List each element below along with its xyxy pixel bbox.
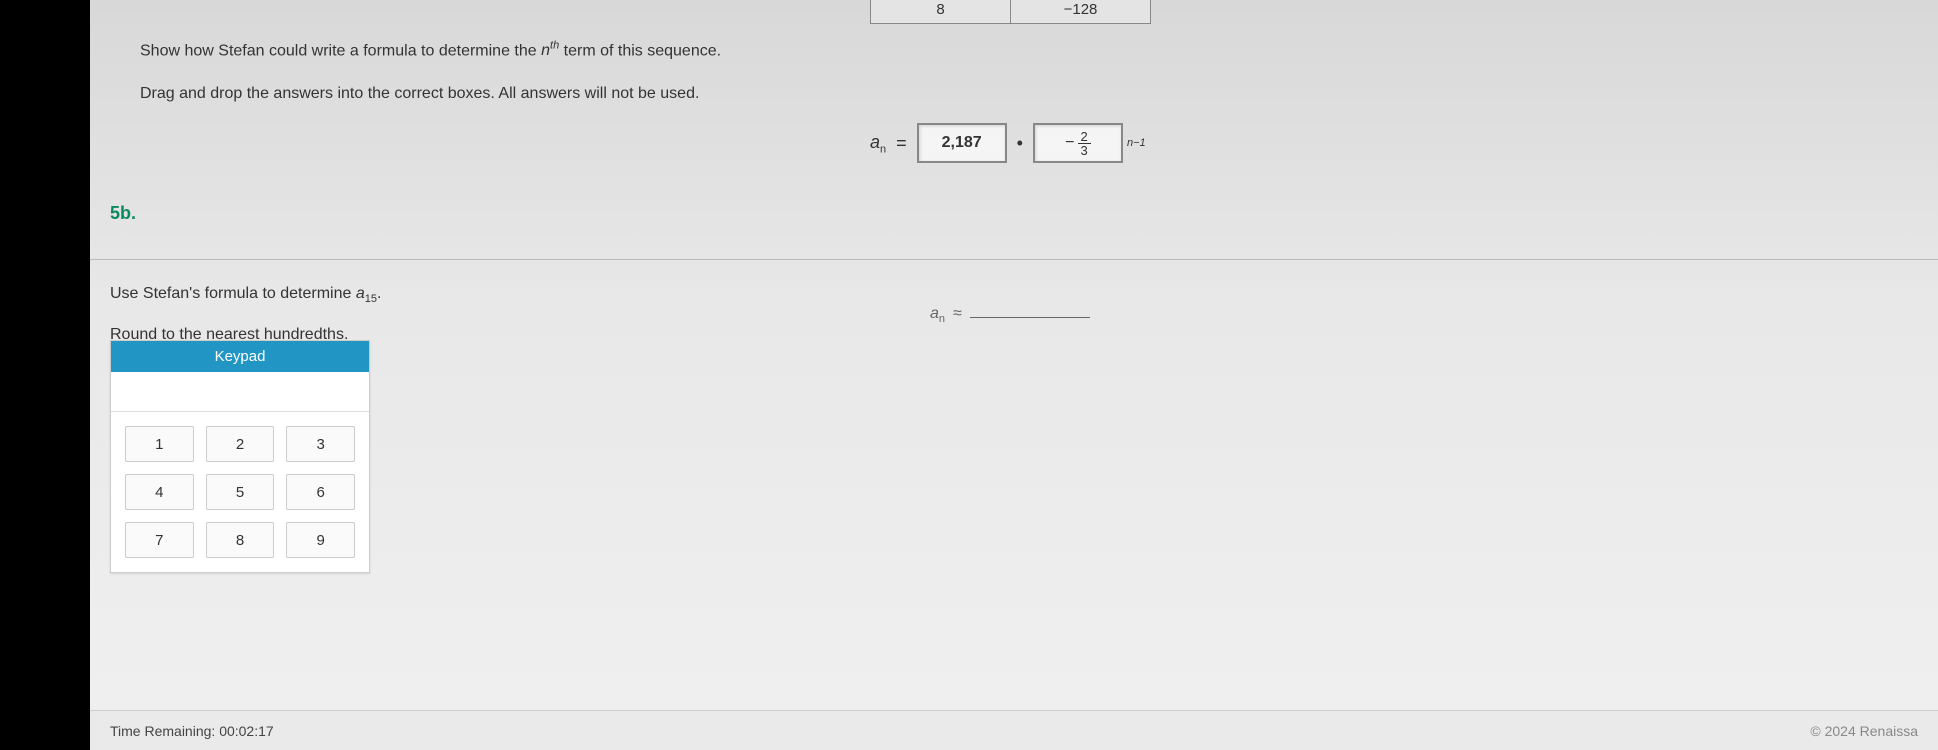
question-5b-text-2: Round to the nearest hundredths. (110, 326, 1938, 344)
section-divider (90, 259, 1938, 260)
app-screen: 8 −128 Show how Stefan could write a for… (90, 0, 1938, 750)
n-sub: n (939, 313, 945, 325)
a-var: a (356, 285, 365, 302)
denominator: 3 (1078, 144, 1091, 157)
instruction-line-1: Show how Stefan could write a formula to… (140, 40, 1938, 60)
keypad-key-4[interactable]: 4 (125, 474, 194, 510)
keypad-display[interactable] (111, 372, 369, 412)
text: term of this sequence. (559, 42, 721, 59)
answer-blank[interactable] (970, 300, 1090, 318)
keypad-key-1[interactable]: 1 (125, 426, 194, 462)
time-remaining: Time Remaining: 00:02:17 (110, 723, 274, 739)
keypad: Keypad 1 2 3 4 5 6 7 8 9 (110, 340, 370, 573)
n-sub: n (880, 143, 886, 155)
text: Use Stefan's formula to determine (110, 285, 356, 302)
sequence-table-fragment: 8 −128 (870, 0, 1151, 24)
footer-bar: Time Remaining: 00:02:17 © 2024 Renaissa (90, 710, 1938, 750)
nth-term: nth (541, 42, 559, 59)
keypad-key-9[interactable]: 9 (286, 522, 355, 558)
sub-15: 15 (365, 294, 377, 306)
answer-input-line: an ≈ (930, 300, 1090, 325)
a-var: a (930, 305, 939, 322)
table-cell: 8 (871, 0, 1011, 24)
keypad-key-7[interactable]: 7 (125, 522, 194, 558)
table-cell: −128 (1011, 0, 1151, 24)
table-row: 8 −128 (871, 0, 1151, 24)
fraction: 2 3 (1078, 130, 1091, 157)
drop-target-2[interactable]: − 2 3 (1033, 123, 1123, 163)
neg-sign: − (1065, 134, 1074, 152)
drop-target-1[interactable]: 2,187 (917, 123, 1007, 163)
numerator: 2 (1078, 130, 1091, 144)
keypad-key-2[interactable]: 2 (206, 426, 275, 462)
answer-lhs: an (930, 305, 945, 325)
n-base: n (541, 42, 550, 59)
drop-value: 2,187 (942, 134, 982, 152)
exponent: n−1 (1127, 137, 1146, 149)
copyright-text: © 2024 Renaissa (1810, 723, 1918, 739)
keypad-grid: 1 2 3 4 5 6 7 8 9 (111, 412, 369, 572)
th-sup: th (550, 40, 559, 52)
time-label: Time Remaining: (110, 723, 219, 739)
text: Show how Stefan could write a formula to… (140, 42, 541, 59)
time-value: 00:02:17 (219, 723, 274, 739)
keypad-title: Keypad (111, 341, 369, 372)
multiply-dot: • (1017, 133, 1023, 154)
a-var: a (870, 132, 880, 152)
instruction-line-2: Drag and drop the answers into the corre… (140, 85, 1938, 103)
formula-lhs: an (870, 132, 886, 156)
keypad-key-8[interactable]: 8 (206, 522, 275, 558)
text: . (377, 285, 381, 302)
keypad-key-5[interactable]: 5 (206, 474, 275, 510)
approx-sign: ≈ (953, 305, 962, 323)
formula-row: an = 2,187 • − 2 3 n−1 (870, 123, 1938, 163)
question-label-5b: 5b. (110, 203, 1938, 224)
keypad-key-3[interactable]: 3 (286, 426, 355, 462)
equals-sign: = (896, 133, 907, 154)
drop-value: − 2 3 (1065, 130, 1091, 157)
keypad-key-6[interactable]: 6 (286, 474, 355, 510)
